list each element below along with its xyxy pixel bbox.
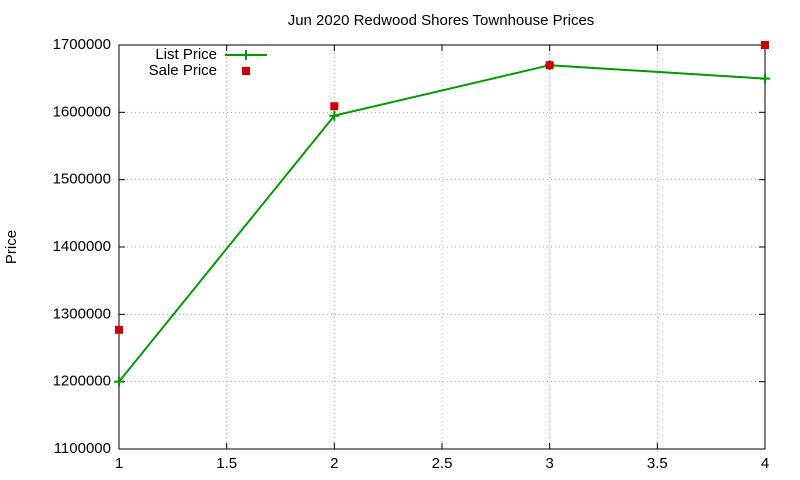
y-tick-label: 1200000 bbox=[53, 373, 111, 390]
legend-marker bbox=[241, 50, 251, 60]
x-tick-label: 3 bbox=[545, 455, 553, 472]
y-axis-label: Price bbox=[3, 230, 20, 264]
y-tick-label: 1700000 bbox=[53, 36, 111, 53]
x-tick-label: 2.5 bbox=[432, 455, 453, 472]
x-tick-label: 3.5 bbox=[647, 455, 668, 472]
x-tick-label: 2 bbox=[330, 455, 338, 472]
y-tick-label: 1500000 bbox=[53, 171, 111, 188]
data-point bbox=[545, 61, 554, 70]
y-tick-label: 1100000 bbox=[54, 440, 111, 457]
legend-label: List Price bbox=[155, 46, 217, 63]
x-tick-label: 1 bbox=[115, 455, 123, 472]
legend-label: Sale Price bbox=[149, 62, 217, 79]
y-tick-label: 1300000 bbox=[53, 305, 111, 322]
y-tick-label: 1400000 bbox=[53, 238, 111, 255]
y-tick-label: 1600000 bbox=[53, 103, 111, 120]
series-line bbox=[118, 64, 766, 383]
legend-marker bbox=[242, 67, 250, 75]
data-point bbox=[760, 73, 770, 84]
data-point bbox=[329, 110, 340, 121]
data-point bbox=[761, 41, 769, 49]
data-point bbox=[330, 102, 339, 111]
data-point bbox=[115, 325, 123, 334]
plot-border bbox=[118, 44, 766, 450]
data-point bbox=[114, 376, 124, 387]
x-tick-label: 1.5 bbox=[216, 455, 237, 472]
chart-title: Jun 2020 Redwood Shores Townhouse Prices bbox=[288, 12, 595, 29]
x-tick-label: 4 bbox=[761, 455, 769, 472]
